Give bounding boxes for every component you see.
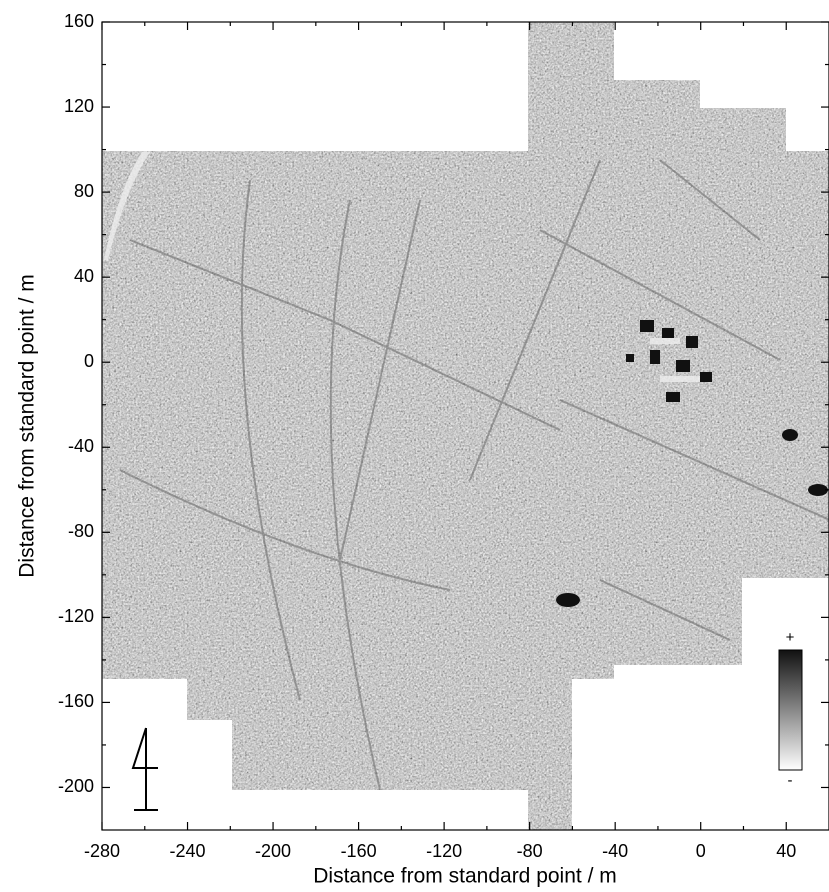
- colorbar-max-label: +: [786, 629, 795, 646]
- y-tick-label: 0: [84, 351, 94, 371]
- x-tick-label: -120: [426, 841, 462, 861]
- x-tick-label: -200: [255, 841, 291, 861]
- y-tick-label: 80: [74, 181, 94, 201]
- x-tick-label: -40: [602, 841, 628, 861]
- y-axis-label: Distance from standard point / m: [16, 274, 39, 577]
- x-tick-label: 40: [776, 841, 796, 861]
- chart: + - Distance from standard point / m Dis…: [0, 0, 829, 892]
- x-tick-label: 0: [696, 841, 706, 861]
- x-tick-label: -80: [517, 841, 543, 861]
- y-tick-label: -120: [58, 606, 94, 626]
- y-tick-label: -200: [58, 776, 94, 796]
- y-tick-label: 120: [64, 96, 94, 116]
- y-tick-label: -80: [68, 521, 94, 541]
- survey-map: [102, 22, 829, 830]
- x-tick-label: -160: [341, 841, 377, 861]
- colorbar: [779, 650, 802, 770]
- y-tick-label: 40: [74, 266, 94, 286]
- y-tick-label: -160: [58, 691, 94, 711]
- x-tick-label: -280: [84, 841, 120, 861]
- x-tick-label: -240: [170, 841, 206, 861]
- x-axis-label: Distance from standard point / m: [313, 865, 616, 888]
- y-tick-label: -40: [68, 436, 94, 456]
- colorbar-min-label: -: [788, 772, 793, 789]
- y-tick-label: 160: [64, 11, 94, 31]
